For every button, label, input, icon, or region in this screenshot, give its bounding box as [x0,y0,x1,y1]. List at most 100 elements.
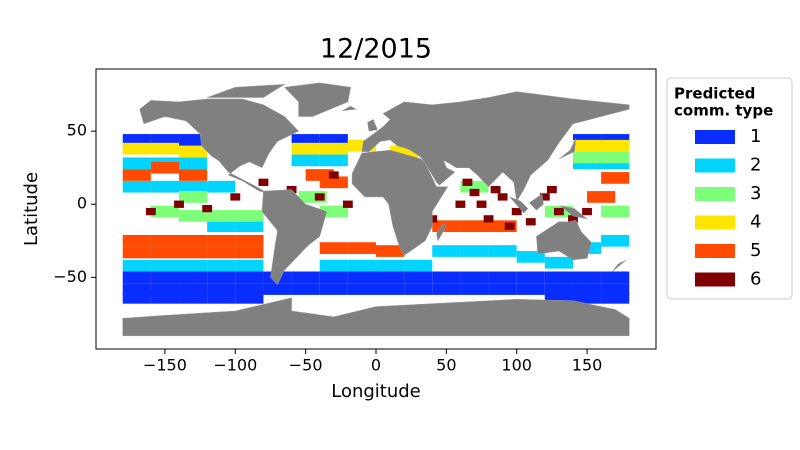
data-point [122,169,151,181]
data-point [347,283,376,295]
data-point [601,283,630,295]
legend-swatch [695,244,735,258]
landmass [139,98,300,193]
data-point [235,234,264,247]
data-point [179,191,208,203]
x-tick-label: 100 [501,356,532,375]
data-point [207,291,236,304]
data-point [235,259,264,272]
legend-title: Predicted [674,85,755,103]
data-point [150,246,180,259]
data-point [150,161,180,174]
y-tick-label: −50 [53,267,87,286]
plot-area [122,134,630,304]
data-point [145,207,156,216]
data-point [207,283,236,295]
data-point [179,291,208,304]
data-point [179,180,208,193]
data-point [207,271,236,284]
data-point [298,191,327,203]
data-point [263,283,292,295]
data-point [572,157,602,170]
data-point [258,178,269,186]
data-point [291,271,320,284]
data-point [544,256,573,269]
data-point [179,283,208,295]
data-point [460,180,489,193]
data-point [122,157,151,170]
data-point [390,145,419,158]
data-point [568,215,578,223]
data-point [179,271,208,284]
data-point [235,271,264,284]
data-point [516,283,545,295]
data-point [462,178,473,186]
data-point [150,283,180,295]
y-tick-label: 50 [67,121,87,140]
data-point [544,271,573,284]
legend-swatch [695,272,735,287]
data-point [150,271,180,284]
legend-label: 5 [750,240,761,261]
data-point [587,191,616,203]
data-point [230,193,241,201]
landmass [558,138,577,160]
data-point [291,283,320,295]
data-point [291,154,320,167]
legend-label: 2 [750,155,761,176]
data-point [460,220,489,233]
data-point [319,259,348,272]
data-point [150,142,180,155]
data-point [319,176,348,189]
data-point [235,291,264,304]
data-point [305,169,334,181]
landmass [342,106,358,111]
data-point [291,142,320,155]
data-point [174,200,184,208]
data-point [347,259,376,272]
legend-label: 4 [750,212,761,233]
data-point [235,220,264,233]
data-point [122,246,151,259]
legend-title: comm. type [674,102,773,120]
data-point [546,185,557,194]
data-point [150,180,180,193]
data-point [207,180,236,193]
data-point [179,169,208,181]
legend-label: 3 [750,183,761,204]
data-point [572,271,602,284]
data-point [488,220,517,233]
landmass [528,193,544,211]
data-point [207,210,236,222]
landmass [122,297,630,337]
data-point [342,200,353,208]
legend-swatch [695,158,735,173]
data-point [511,207,522,216]
legend-label: 1 [750,126,761,147]
data-point [504,222,515,230]
data-point [544,291,573,304]
data-point [319,142,348,155]
x-tick-label: −50 [289,356,323,375]
data-point [601,205,630,218]
data-point [150,134,180,146]
data-point [601,151,630,164]
data-point [150,291,180,304]
data-point [179,234,208,247]
data-point [404,271,433,284]
data-point [601,172,630,184]
data-point [235,246,264,259]
data-point [150,205,180,218]
data-point [601,234,630,247]
data-point [432,271,461,284]
data-point [476,200,487,208]
data-point [122,283,151,295]
chart-title: 12/2015 [320,34,432,65]
landmass [436,222,447,242]
data-point [432,283,461,295]
land [122,82,630,337]
data-point [469,188,480,197]
data-point [150,259,180,272]
data-point [202,204,213,213]
data-point [601,271,630,284]
